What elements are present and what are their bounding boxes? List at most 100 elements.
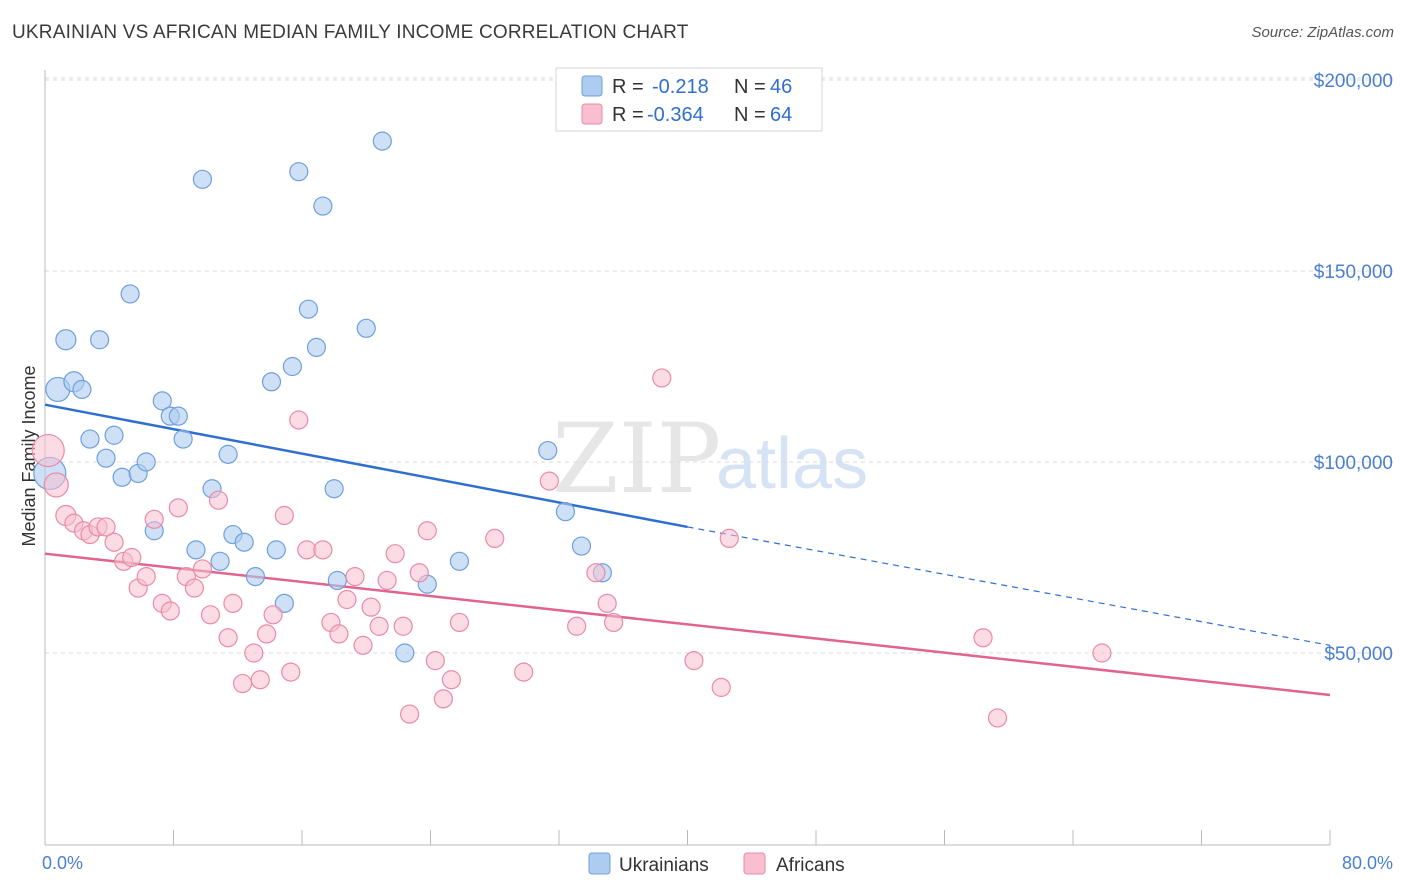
data-point-africans (1092, 643, 1112, 663)
data-point-africans (289, 410, 309, 430)
legend-n-label-ukrainians: N = (734, 76, 766, 98)
bottom-legend: Ukrainians Africans (588, 852, 845, 876)
data-point-africans (409, 563, 429, 583)
data-point-ukrainians (210, 551, 230, 571)
data-point-africans (168, 498, 188, 518)
data-point-africans (485, 528, 505, 549)
data-point-ukrainians (104, 425, 124, 445)
data-point-africans (597, 593, 617, 613)
y-tick-label: $100,000 (1314, 453, 1393, 474)
data-point-ukrainians (306, 337, 327, 357)
data-point-africans (104, 532, 124, 552)
data-point-ukrainians (327, 570, 347, 591)
data-point-ukrainians (218, 444, 238, 464)
y-axis-label: Median Family Income (19, 365, 39, 546)
watermark-zip: ZIP (552, 403, 721, 515)
data-point-africans (385, 544, 405, 564)
data-point-ukrainians (55, 329, 77, 351)
data-point-ukrainians (324, 479, 344, 499)
legend-n-label-africans: N = (734, 104, 766, 126)
data-point-ukrainians (136, 452, 156, 472)
data-point-africans (539, 471, 559, 491)
data-point-ukrainians (72, 379, 92, 400)
data-point-africans (987, 708, 1008, 728)
data-point-ukrainians (152, 391, 172, 411)
bottom-legend-swatch-africans (743, 852, 766, 875)
watermark-atlas: atlas (716, 424, 868, 504)
data-point-africans (711, 677, 731, 697)
data-point-ukrainians (313, 196, 333, 216)
legend-r-label-ukrainians: R = (612, 76, 644, 98)
data-point-africans (274, 505, 294, 526)
data-point-africans (425, 651, 445, 671)
data-point-ukrainians (571, 536, 592, 556)
data-point-ukrainians (80, 429, 100, 449)
data-point-africans (200, 605, 221, 625)
y-tick-label: $50,000 (1324, 644, 1393, 665)
data-point-africans (393, 616, 413, 636)
data-point-ukrainians (555, 502, 576, 522)
chart-title: UKRAINIAN VS AFRICAN MEDIAN FAMILY INCOM… (12, 22, 689, 43)
data-point-africans (604, 612, 624, 633)
x-tick-labels: 0.0% 80.0% (42, 853, 1393, 873)
data-point-africans (160, 601, 180, 621)
trend-line-africans (44, 552, 1331, 697)
legend-n-value-ukrainians: 46 (770, 76, 792, 98)
data-point-ukrainians (168, 406, 188, 426)
data-point-africans (417, 521, 437, 541)
data-point-africans (361, 597, 381, 617)
data-point-ukrainians (282, 356, 302, 377)
data-point-africans (208, 490, 229, 510)
data-point-ukrainians (96, 448, 116, 468)
data-point-africans (449, 612, 470, 633)
data-point-ukrainians (274, 593, 294, 613)
series-africans (31, 368, 1112, 728)
legend-n-value-africans: 64 (770, 104, 792, 126)
y-tick-label: $200,000 (1314, 71, 1393, 92)
data-point-africans (281, 662, 301, 682)
data-point-africans (353, 635, 373, 655)
data-point-africans (337, 589, 357, 610)
data-point-africans (144, 509, 164, 529)
legend-swatch-africans (581, 103, 603, 125)
y-tick-label: $150,000 (1314, 262, 1393, 283)
legend-r-value-africans: -0.364 (647, 104, 704, 126)
trend-line-ukrainians-extension (687, 526, 1331, 646)
data-point-ukrainians (356, 318, 376, 338)
data-point-ukrainians (186, 540, 206, 560)
data-point-africans (250, 670, 270, 690)
data-point-africans (31, 433, 65, 468)
data-point-ukrainians (192, 169, 213, 189)
data-point-ukrainians (234, 532, 254, 552)
data-point-africans (43, 472, 69, 498)
data-point-africans (514, 662, 534, 682)
data-point-africans (313, 540, 333, 560)
data-point-africans (184, 578, 204, 598)
legend-r-label-africans: R = (612, 104, 644, 126)
legend: R = -0.218 N = 46 R = -0.364 N = 64 (555, 67, 823, 132)
data-point-africans (973, 628, 993, 648)
data-point-africans (192, 559, 213, 579)
x-tick-label: 0.0% (42, 853, 83, 873)
data-point-africans (586, 563, 606, 583)
data-point-africans (652, 368, 672, 388)
data-point-ukrainians (289, 162, 309, 182)
series-ukrainians (33, 131, 612, 663)
data-point-ukrainians (120, 284, 140, 304)
data-point-africans (244, 643, 264, 663)
data-point-ukrainians (395, 643, 415, 663)
legend-r-value-ukrainians: -0.218 (652, 76, 709, 98)
source-credit: Source: ZipAtlas.com (1251, 24, 1394, 41)
data-point-africans (263, 605, 283, 625)
data-point-africans (218, 628, 238, 648)
data-point-africans (122, 547, 142, 568)
data-point-africans (369, 616, 389, 636)
bottom-legend-swatch-ukrainians (588, 852, 611, 875)
x-tick-label: 80.0% (1342, 853, 1393, 873)
data-point-ukrainians (261, 372, 282, 392)
data-point-africans (567, 616, 587, 636)
data-point-africans (257, 624, 277, 644)
legend-swatch-ukrainians (581, 75, 603, 97)
data-point-ukrainians (372, 131, 392, 151)
data-point-ukrainians (449, 551, 470, 571)
